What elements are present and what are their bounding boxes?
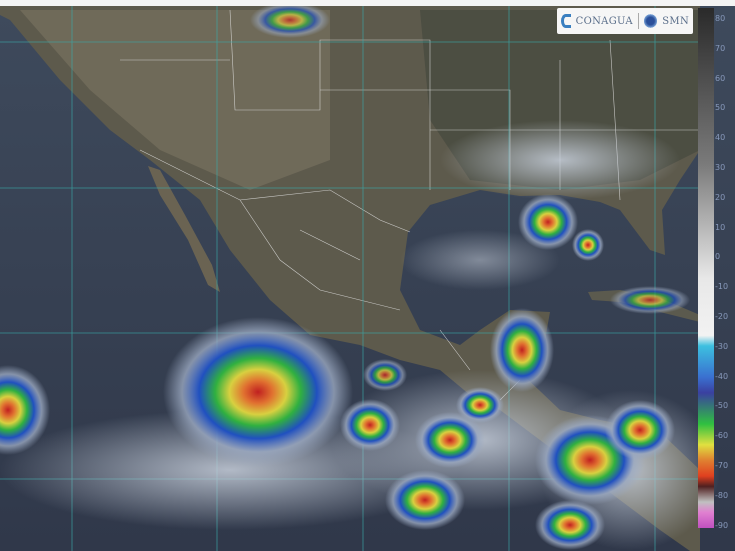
smn-logo-text: SMN <box>662 15 689 27</box>
storm-pacific-1 <box>340 399 400 451</box>
conagua-logo-text: CONAGUA <box>575 15 633 27</box>
smn-logo-icon <box>643 14 658 28</box>
color-scale-label: 20 <box>715 192 726 202</box>
storm-cuba <box>610 286 690 314</box>
temperature-color-scale <box>698 8 714 528</box>
storm-caribbean <box>605 400 675 460</box>
storm-pacific-2 <box>415 412 485 468</box>
storm-west <box>0 365 50 455</box>
color-scale-label: 70 <box>715 43 726 53</box>
color-scale-label: -70 <box>715 461 729 470</box>
color-scale-label: 30 <box>715 163 726 172</box>
baja-peninsula <box>148 166 220 292</box>
storm-gulf <box>518 194 578 250</box>
storm-guatemala <box>456 387 504 423</box>
satellite-map <box>0 6 735 551</box>
storm-coast <box>363 359 407 391</box>
color-scale-label: 0 <box>715 252 721 262</box>
color-scale-label: 40 <box>715 133 726 143</box>
storm-systems <box>0 6 690 550</box>
top-strip <box>0 0 735 6</box>
conagua-logo-icon <box>561 14 571 28</box>
color-scale-label: -50 <box>715 401 729 411</box>
storm-yucatan <box>490 308 554 392</box>
color-scale-label: -30 <box>715 341 729 351</box>
us-interior-highlands <box>20 10 330 190</box>
storm-pacific-3 <box>385 470 465 530</box>
agency-logos: CONAGUA SMN <box>557 8 693 34</box>
logo-divider <box>637 13 639 29</box>
color-scale-label: -40 <box>715 371 729 381</box>
color-scale-label: -80 <box>715 490 729 500</box>
color-scale-label: 50 <box>715 103 726 113</box>
color-scale-label: 60 <box>715 73 726 83</box>
storm-florida-strait <box>572 229 604 261</box>
color-scale-label: -20 <box>715 312 729 321</box>
color-scale-label: -60 <box>715 431 729 441</box>
color-scale-label: 10 <box>715 222 726 232</box>
color-scale-label: 80 <box>715 14 726 23</box>
storm-south <box>535 500 605 550</box>
color-scale-label: -10 <box>715 282 729 292</box>
color-scale-label: -90 <box>715 520 729 530</box>
hurricane-main <box>163 317 353 467</box>
storm-north <box>250 6 330 38</box>
